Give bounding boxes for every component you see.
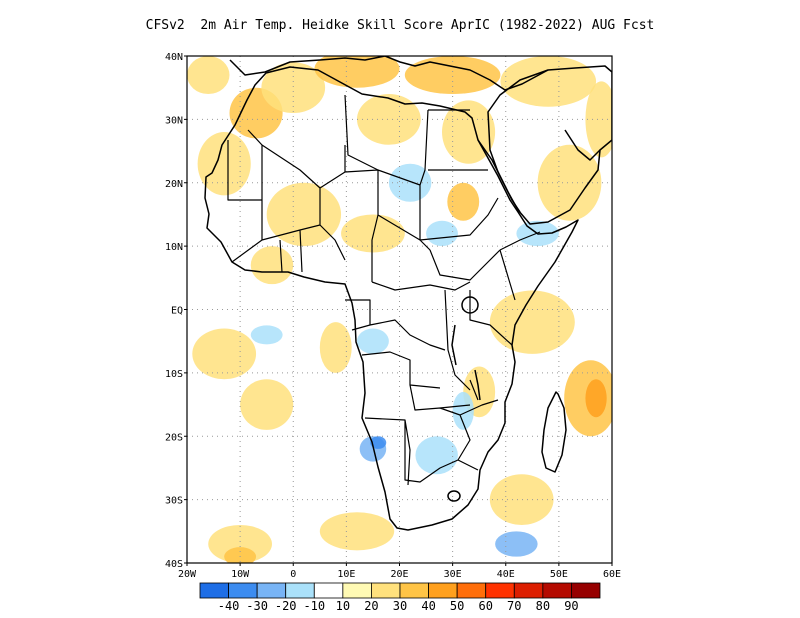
colorbar-label: -20 — [275, 599, 297, 613]
skill-patch — [452, 391, 474, 430]
skill-patch — [585, 379, 607, 418]
colorbar-label: 20 — [364, 599, 378, 613]
lon-tick-label: 0 — [290, 569, 296, 580]
colorbar-swatch — [371, 582, 401, 599]
colorbar-label: 60 — [478, 599, 492, 613]
chart-title: CFSv2 2m Air Temp. Heidke Skill Score Ap… — [145, 18, 655, 33]
colorbar-label: -30 — [246, 599, 268, 613]
colorbar-label: -10 — [303, 599, 325, 613]
skill-patch — [314, 56, 400, 88]
skill-patch — [537, 144, 602, 221]
colorbar-swatch — [399, 582, 429, 599]
coastline-borders — [204, 56, 612, 531]
skill-patch — [319, 512, 395, 551]
skill-patch — [266, 182, 342, 247]
skill-patch — [319, 322, 352, 373]
lon-tick-label: 40E — [497, 569, 515, 580]
lat-tick-label: 30S — [165, 496, 183, 507]
skill-patch — [192, 328, 257, 380]
lon-tick-label: 30E — [444, 569, 462, 580]
skill-patch — [426, 220, 458, 247]
skill-patch — [388, 163, 432, 202]
skill-patch — [404, 56, 501, 95]
colorbar-label: -40 — [218, 599, 240, 613]
skill-patch — [341, 214, 405, 253]
colorbar-swatch — [542, 582, 572, 599]
skill-shading — [187, 56, 612, 563]
lat-tick-label: 40S — [165, 559, 183, 570]
colorbar-swatch — [285, 582, 315, 599]
lat-tick-label: 20N — [165, 179, 183, 190]
country-borders — [227, 94, 541, 486]
colorbar-label: 30 — [393, 599, 407, 613]
lesotho — [447, 490, 461, 502]
colorbar-swatch — [485, 582, 515, 599]
colorbar-swatch — [456, 582, 487, 599]
colorbar-swatch — [342, 582, 372, 599]
red-sea — [477, 139, 521, 213]
skill-patch — [370, 436, 387, 449]
lon-tick-label: 20E — [390, 569, 408, 580]
skill-patch — [357, 94, 421, 145]
skill-patch — [585, 81, 612, 158]
lake-tanganyika — [451, 324, 457, 366]
persian-gulf — [564, 129, 601, 161]
skill-patch — [489, 290, 575, 354]
skill-patch — [500, 56, 597, 107]
skill-patch — [261, 62, 326, 114]
lat-tick-label: 40N — [165, 52, 183, 63]
skill-patch — [489, 474, 554, 525]
lon-tick-label: 20W — [178, 569, 197, 580]
africa-coastline — [204, 66, 579, 531]
skill-patch — [187, 56, 230, 95]
colorbar-swatch — [199, 582, 229, 599]
skill-patch — [357, 328, 389, 354]
skill-patch — [447, 182, 480, 221]
colorbar-label: 80 — [536, 599, 550, 613]
lat-tick-label: 30N — [165, 115, 183, 126]
skill-patch — [495, 531, 538, 557]
colorbar-label: 50 — [450, 599, 464, 613]
lon-tick-label: 60E — [603, 569, 621, 580]
colorbar-swatch — [571, 582, 601, 599]
colorbar-label: 40 — [421, 599, 435, 613]
longitude-labels: 20W 10W 0 10E 20E 30E 40E 50E 60E — [178, 563, 621, 580]
colorbar-swatch — [228, 582, 258, 599]
lat-tick-label: 20S — [165, 432, 183, 443]
lon-tick-label: 50E — [550, 569, 568, 580]
lake-victoria — [461, 296, 479, 314]
colorbar: -40 -30 -20 -10 10 20 30 40 50 60 70 80 90 — [199, 582, 601, 613]
skill-patch — [224, 547, 257, 563]
skill-patch — [208, 524, 272, 563]
skill-patch — [240, 379, 294, 430]
colorbar-label: 70 — [507, 599, 521, 613]
colorbar-swatch — [256, 582, 287, 599]
colorbar-swatch — [513, 582, 544, 599]
skill-patch — [197, 132, 251, 196]
colorbar-swatch — [313, 582, 344, 599]
graticule — [187, 56, 612, 563]
skill-patch — [250, 246, 294, 285]
lat-tick-label: 10N — [165, 242, 183, 253]
latitude-labels: 40N 30N 20N 10N EQ 10S 20S 30S 40S — [165, 52, 187, 570]
skill-patch — [415, 436, 458, 475]
lake-malawi — [474, 369, 481, 401]
lon-tick-label: 10W — [231, 569, 250, 580]
skill-patch — [250, 325, 283, 345]
colorbar-swatch — [428, 582, 458, 599]
europe-coastline — [229, 56, 549, 91]
colorbar-label: 90 — [564, 599, 578, 613]
lon-tick-label: 10E — [337, 569, 355, 580]
lat-tick-label: EQ — [171, 306, 183, 317]
madagascar-coastline — [541, 391, 567, 473]
lat-tick-label: 10S — [165, 369, 183, 380]
colorbar-label: 10 — [336, 599, 350, 613]
